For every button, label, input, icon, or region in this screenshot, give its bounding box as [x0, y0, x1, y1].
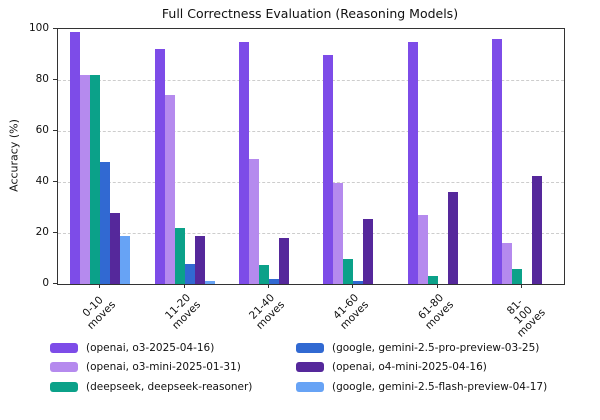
bar-series6-group2: [204, 281, 215, 284]
bar-series1-group4: [323, 54, 334, 284]
legend-swatch-icon: [50, 342, 78, 353]
bar-series1-group6: [491, 39, 502, 284]
legend-label: (openai, o4-mini-2025-04-16): [332, 361, 487, 374]
x-tick-label-1: 0-10 moves: [80, 294, 119, 332]
x-tick-label-4: 41-60 moves: [331, 291, 372, 332]
bar-series4-group4: [353, 281, 364, 284]
bar-series6-group1: [120, 235, 131, 284]
y-tick-mark-20: [53, 232, 57, 234]
x-tick-label-5: 61-80 moves: [415, 291, 456, 332]
bar-series5-group4: [363, 218, 374, 284]
legend-item-6: (google, gemini-2.5-flash-preview-04-17): [296, 377, 547, 397]
x-tick-label-6: 81-100 moves: [504, 296, 548, 340]
bar-series3-group6: [511, 268, 522, 284]
bar-series3-group2: [174, 227, 185, 284]
bar-series5-group5: [447, 192, 458, 284]
bar-series4-group2: [184, 263, 195, 284]
x-tick-mark-3: [267, 284, 270, 288]
chart-title: Full Correctness Evaluation (Reasoning M…: [161, 6, 459, 21]
bar-series4-group3: [268, 278, 279, 284]
legend-label: (openai, o3-2025-04-16): [86, 341, 215, 354]
y-tick-label-100: 100: [28, 21, 49, 34]
legend-column-right: (google, gemini-2.5-pro-preview-03-25) (o…: [296, 338, 547, 397]
bar-series2-group1: [80, 74, 91, 284]
bar-series3-group3: [258, 264, 269, 284]
legend-item-1: (openai, o3-2025-04-16): [50, 338, 252, 358]
y-tick-mark-100: [53, 28, 57, 30]
x-tick-mark-6: [520, 284, 523, 288]
x-tick-mark-4: [352, 284, 354, 288]
x-tick-mark-1: [99, 284, 101, 288]
bar-series2-group6: [501, 243, 512, 284]
legend-label: (google, gemini-2.5-flash-preview-04-17): [332, 380, 548, 393]
y-tick-label-80: 80: [35, 72, 49, 85]
y-tick-label-0: 0: [42, 276, 49, 289]
y-tick-mark-40: [53, 181, 57, 183]
y-tick-mark-80: [53, 79, 57, 81]
plot-area: [57, 28, 565, 285]
bar-series5-group1: [110, 212, 121, 284]
x-tick-mark-2: [183, 284, 185, 288]
legend-label: (deepseek, deepseek-reasoner): [86, 380, 253, 393]
legend-swatch-icon: [296, 342, 324, 353]
y-tick-label-60: 60: [35, 123, 49, 136]
bar-series5-group2: [194, 235, 205, 284]
bar-series4-group1: [100, 161, 111, 284]
bar-series2-group2: [164, 95, 175, 284]
gridline-y-40: [58, 182, 564, 183]
legend-item-5: (openai, o4-mini-2025-04-16): [296, 358, 547, 378]
bar-series3-group4: [343, 258, 354, 284]
legend-item-3: (deepseek, deepseek-reasoner): [50, 377, 252, 397]
bar-series1-group3: [238, 41, 249, 284]
bar-series5-group6: [531, 175, 542, 284]
y-tick-mark-0: [53, 283, 57, 285]
bar-series2-group3: [248, 159, 259, 284]
bar-series3-group5: [427, 276, 438, 284]
legend-swatch-icon: [296, 381, 324, 392]
legend-label: (google, gemini-2.5-pro-preview-03-25): [332, 341, 540, 354]
legend-swatch-icon: [50, 381, 78, 392]
y-tick-mark-60: [53, 130, 57, 132]
legend-item-2: (openai, o3-mini-2025-01-31): [50, 358, 252, 378]
bar-series1-group2: [154, 49, 165, 284]
legend-item-4: (google, gemini-2.5-pro-preview-03-25): [296, 338, 547, 358]
x-tick-label-2: 11-20 moves: [162, 291, 203, 332]
bar-series1-group5: [407, 41, 418, 284]
y-tick-label-20: 20: [35, 225, 49, 238]
legend-swatch-icon: [50, 362, 78, 373]
legend-label: (openai, o3-mini-2025-01-31): [86, 361, 241, 374]
bar-series1-group1: [70, 31, 81, 284]
bar-series2-group4: [333, 183, 344, 284]
y-tick-label-40: 40: [35, 174, 49, 187]
legend-swatch-icon: [296, 362, 324, 373]
gridline-y-60: [58, 131, 564, 132]
legend-column-left: (openai, o3-2025-04-16) (openai, o3-mini-…: [50, 338, 252, 397]
y-axis-label: Accuracy (%): [7, 119, 21, 192]
x-tick-label-3: 21-40 moves: [247, 291, 287, 332]
bar-series5-group3: [278, 238, 289, 284]
gridline-y-20: [58, 233, 564, 234]
gridline-y-80: [58, 80, 564, 81]
bar-series3-group1: [90, 74, 101, 284]
x-tick-mark-5: [436, 284, 438, 288]
bar-series2-group5: [417, 215, 428, 284]
